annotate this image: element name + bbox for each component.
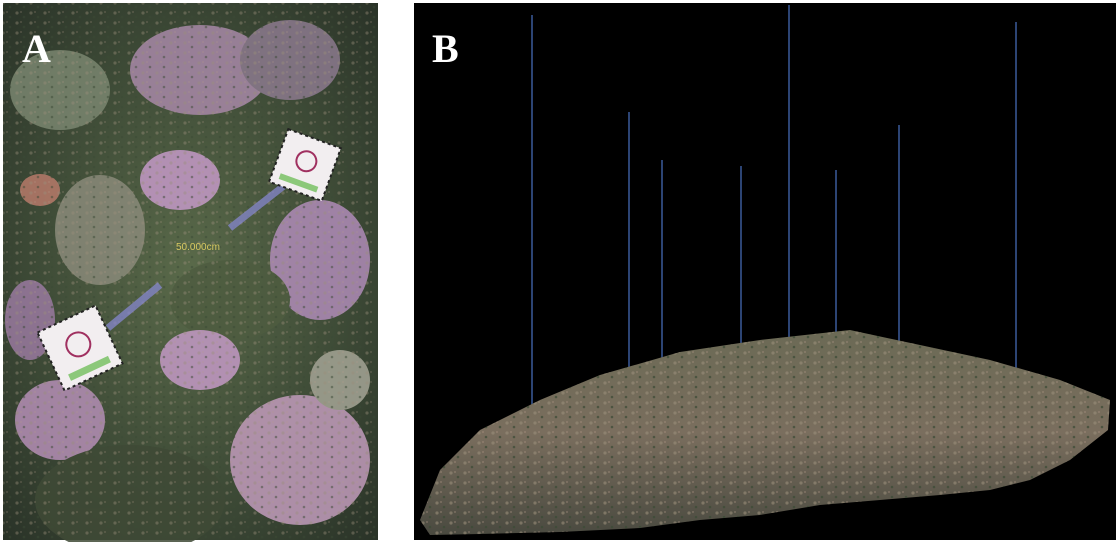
marker-top: [267, 127, 343, 203]
scale-bar: [105, 282, 163, 331]
scale-bar: [227, 182, 288, 231]
texture: [3, 3, 378, 540]
scale-label: 50.000cm: [176, 242, 220, 253]
marker-bottom: [36, 304, 124, 392]
panel-a: 50.000cm A: [3, 3, 378, 542]
panel-label: B: [432, 26, 459, 71]
panel-b: B: [414, 3, 1116, 540]
panel-label: A: [22, 26, 51, 71]
reef-texture: [420, 330, 1110, 535]
